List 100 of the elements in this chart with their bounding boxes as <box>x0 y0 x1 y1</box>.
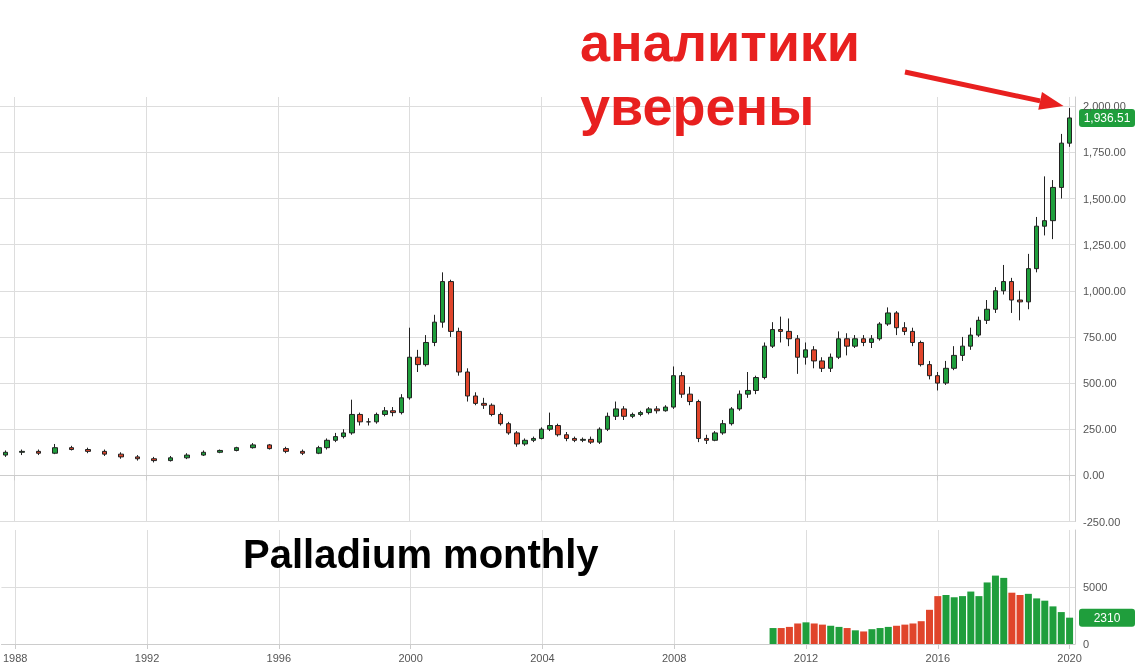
candlestick <box>531 436 536 443</box>
candlestick <box>869 334 874 349</box>
candlestick <box>597 426 602 445</box>
candlestick <box>828 353 833 373</box>
candlestick <box>357 412 363 427</box>
candlestick <box>1001 264 1006 295</box>
candlestick <box>836 330 841 360</box>
candlestick <box>69 445 74 451</box>
candlestick <box>704 434 709 445</box>
bar <box>851 630 859 644</box>
candlestick <box>473 391 478 406</box>
candlestick <box>498 412 503 427</box>
candlestick <box>935 371 940 391</box>
y-tick-label: 5000 <box>1083 581 1108 593</box>
candlestick <box>1059 133 1064 200</box>
candlestick <box>663 404 668 413</box>
candlestick <box>894 310 899 336</box>
candlestick <box>333 432 338 443</box>
candlestick <box>795 334 800 375</box>
candlestick <box>844 332 850 356</box>
y-tick-label: 1,000.00 <box>1083 284 1126 297</box>
candlestick <box>910 327 915 347</box>
candlestick <box>432 314 437 347</box>
candlestick <box>960 336 965 362</box>
candlestick <box>696 399 701 443</box>
candlestick <box>877 321 882 342</box>
x-tick-label: 1992 <box>134 651 160 664</box>
candlestick <box>36 449 41 456</box>
candlestick <box>951 345 957 371</box>
candlestick <box>1017 290 1023 321</box>
candlestick <box>852 334 858 349</box>
candlestick <box>654 405 660 415</box>
candlestick <box>555 423 561 438</box>
candlestick <box>151 456 157 463</box>
candlestick <box>1009 277 1014 314</box>
candlestick <box>737 389 742 412</box>
y-tick-label: 0 <box>1083 638 1090 650</box>
candlestick <box>3 449 8 458</box>
candlestick <box>489 402 495 417</box>
chart-title: Palladium monthly <box>243 532 600 576</box>
y-tick-label: 250.00 <box>1083 423 1117 436</box>
candlestick <box>316 445 322 455</box>
candlestick <box>993 286 998 314</box>
bar <box>835 626 843 644</box>
candlestick <box>729 406 734 427</box>
x-tick-label: 2016 <box>925 651 951 664</box>
candlestick <box>19 449 25 456</box>
x-tick-label: 2008 <box>661 651 687 664</box>
candlestick <box>217 449 223 454</box>
candlestick <box>646 406 652 415</box>
candlestick <box>630 412 635 419</box>
candlestick <box>382 406 388 417</box>
candlestick <box>250 442 256 450</box>
bar <box>1016 594 1024 644</box>
candlestick <box>118 451 124 460</box>
candlestick <box>1034 216 1039 273</box>
candlestick <box>514 430 520 448</box>
candlestick <box>679 371 685 399</box>
annotation: аналитики уверены <box>580 12 861 136</box>
candlestick <box>423 334 429 367</box>
candlestick <box>547 412 553 432</box>
y-tick-label: -250.00 <box>1083 515 1121 528</box>
y-tick-label: 1,750.00 <box>1083 146 1126 159</box>
candlestick <box>671 365 676 410</box>
annotation: 2310 <box>1093 610 1121 625</box>
candlestick <box>803 341 808 366</box>
candlestick <box>605 412 610 432</box>
candlestick <box>984 299 990 325</box>
candlestick <box>770 321 775 349</box>
candlestick <box>572 436 577 443</box>
candlestick <box>638 410 643 417</box>
candlestick <box>201 449 206 457</box>
y-tick-label: 750.00 <box>1083 330 1117 343</box>
candlestick <box>506 421 511 436</box>
candlestick <box>168 455 173 463</box>
candlestick <box>580 437 586 443</box>
candlestick <box>374 412 379 425</box>
candlestick <box>456 327 462 377</box>
candlestick <box>85 447 91 454</box>
x-tick-label: 2012 <box>793 651 819 664</box>
candlestick <box>687 386 693 406</box>
candlestick <box>481 397 487 410</box>
candlestick <box>465 367 470 403</box>
candlestick <box>283 446 289 454</box>
candlestick <box>522 437 528 447</box>
candlestick <box>745 371 751 399</box>
candlestick <box>1026 253 1031 310</box>
candlestick <box>415 349 421 373</box>
candlestick <box>564 431 569 442</box>
y-tick-label: 1,500.00 <box>1083 192 1126 205</box>
candlestick <box>712 430 718 442</box>
candlestick <box>720 419 726 436</box>
y-tick-label: 0.00 <box>1083 469 1105 482</box>
bar <box>868 629 876 644</box>
candlestick <box>407 327 412 401</box>
candlestick <box>399 393 404 415</box>
candlestick <box>52 443 58 455</box>
candlestick <box>786 317 792 347</box>
candlestick <box>976 316 981 338</box>
x-tick-label: 1988 <box>2 651 28 664</box>
